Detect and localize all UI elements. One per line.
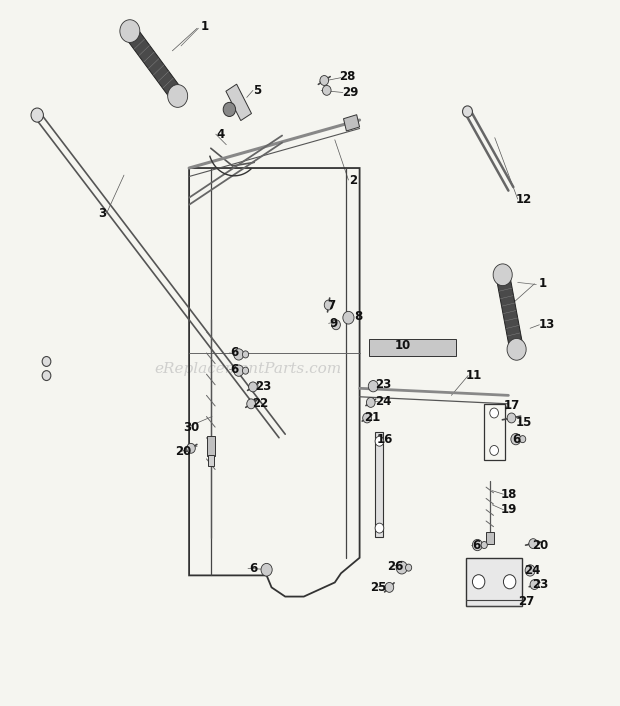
Circle shape — [463, 106, 472, 117]
Circle shape — [320, 76, 329, 85]
Circle shape — [167, 85, 188, 107]
Polygon shape — [226, 84, 252, 121]
Text: 2: 2 — [349, 174, 358, 186]
Text: 26: 26 — [388, 560, 404, 573]
Circle shape — [368, 381, 378, 392]
Text: 21: 21 — [364, 412, 380, 424]
Text: 23: 23 — [255, 380, 272, 393]
Text: 5: 5 — [253, 84, 262, 97]
Circle shape — [529, 539, 538, 549]
Text: 25: 25 — [370, 581, 386, 594]
Circle shape — [234, 349, 244, 360]
Circle shape — [249, 382, 257, 392]
Circle shape — [481, 542, 487, 549]
Circle shape — [343, 311, 354, 324]
Circle shape — [242, 351, 249, 358]
Circle shape — [472, 575, 485, 589]
Circle shape — [503, 575, 516, 589]
Circle shape — [385, 582, 394, 592]
Text: 11: 11 — [466, 369, 482, 382]
Circle shape — [530, 580, 539, 590]
Circle shape — [366, 397, 375, 407]
Text: 1: 1 — [200, 20, 209, 33]
Circle shape — [42, 371, 51, 381]
Text: 13: 13 — [539, 318, 555, 331]
Circle shape — [396, 561, 407, 574]
Text: 24: 24 — [524, 564, 540, 577]
Text: 15: 15 — [516, 416, 532, 429]
Circle shape — [261, 563, 272, 576]
Text: 29: 29 — [342, 86, 358, 99]
Circle shape — [31, 108, 43, 122]
Text: 4: 4 — [216, 128, 224, 140]
Circle shape — [223, 102, 236, 116]
Polygon shape — [369, 339, 456, 356]
Circle shape — [493, 264, 512, 286]
Text: 1: 1 — [538, 277, 547, 290]
Circle shape — [490, 408, 498, 418]
Text: 16: 16 — [376, 433, 392, 445]
Circle shape — [507, 413, 516, 423]
Polygon shape — [125, 26, 183, 101]
Circle shape — [405, 564, 412, 571]
Text: 17: 17 — [503, 400, 520, 412]
Circle shape — [187, 443, 195, 453]
Circle shape — [472, 539, 482, 551]
Text: 6: 6 — [249, 562, 257, 575]
Circle shape — [520, 436, 526, 443]
Polygon shape — [343, 114, 360, 131]
Text: 6: 6 — [230, 347, 239, 359]
Circle shape — [322, 85, 331, 95]
Circle shape — [324, 300, 333, 310]
Circle shape — [375, 436, 384, 446]
Text: eReplacementParts.com: eReplacementParts.com — [154, 361, 342, 376]
Text: 6: 6 — [230, 363, 239, 376]
Polygon shape — [207, 436, 215, 456]
Circle shape — [363, 413, 371, 423]
Circle shape — [242, 367, 249, 374]
Text: 22: 22 — [252, 397, 268, 410]
Text: 23: 23 — [375, 378, 391, 391]
Polygon shape — [486, 532, 494, 544]
Text: 30: 30 — [183, 421, 199, 433]
Circle shape — [511, 433, 521, 445]
Text: 10: 10 — [395, 340, 411, 352]
Circle shape — [525, 565, 535, 576]
Text: 28: 28 — [339, 70, 355, 83]
Text: 12: 12 — [516, 193, 532, 205]
Text: 7: 7 — [327, 299, 336, 312]
Circle shape — [42, 357, 51, 366]
Circle shape — [490, 445, 498, 455]
Text: 3: 3 — [98, 207, 107, 220]
Text: 20: 20 — [175, 445, 191, 458]
Circle shape — [234, 365, 244, 376]
Text: 6: 6 — [512, 433, 521, 445]
Text: 18: 18 — [500, 488, 516, 501]
Text: 27: 27 — [518, 595, 534, 608]
Bar — [466, 558, 522, 606]
Polygon shape — [496, 273, 523, 351]
Text: 9: 9 — [329, 317, 338, 330]
Text: 20: 20 — [533, 539, 549, 551]
Text: 23: 23 — [533, 578, 549, 591]
Text: 6: 6 — [472, 539, 480, 551]
Circle shape — [120, 20, 140, 42]
Circle shape — [247, 399, 255, 409]
Text: 19: 19 — [500, 503, 516, 516]
Polygon shape — [208, 455, 214, 466]
Circle shape — [507, 338, 526, 360]
Circle shape — [375, 523, 384, 533]
Text: 24: 24 — [375, 395, 391, 407]
Circle shape — [332, 320, 340, 330]
Polygon shape — [375, 432, 383, 537]
Text: 8: 8 — [354, 310, 363, 323]
